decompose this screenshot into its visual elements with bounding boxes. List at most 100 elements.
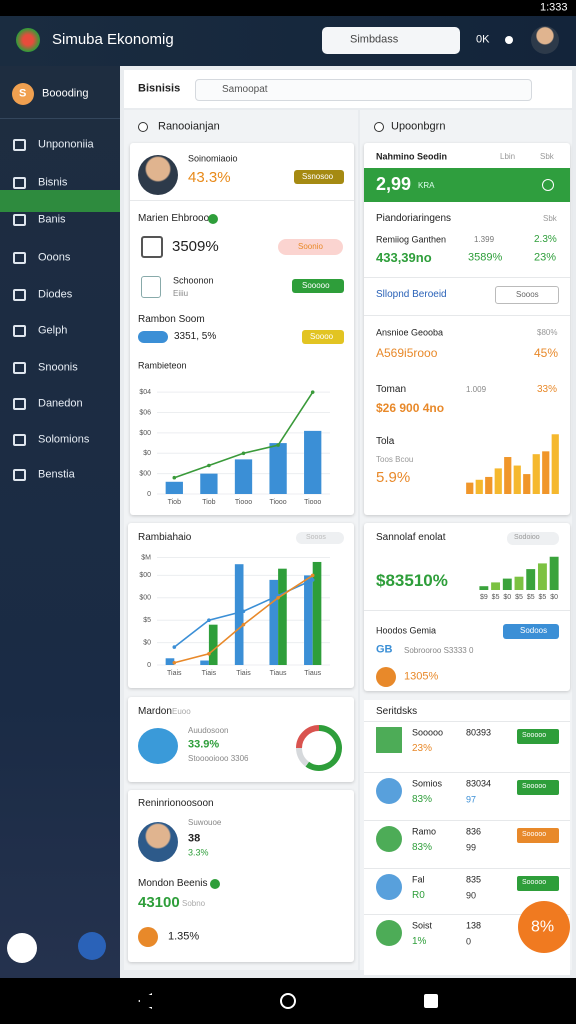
profile-name: Soinomiaoio <box>188 153 238 164</box>
nav-item[interactable]: Unpononiia <box>38 138 94 151</box>
people-unit: Sobno <box>182 899 206 909</box>
sidebar-badge-text: S <box>19 87 27 100</box>
goods-icon: GB <box>376 643 393 656</box>
nav-item[interactable]: Gelph <box>38 324 68 337</box>
outline-button[interactable] <box>495 286 559 304</box>
head-col: Lbin <box>500 152 516 162</box>
button-text[interactable]: Sooooo <box>522 878 547 886</box>
main-search[interactable] <box>195 79 532 101</box>
panel-icon <box>374 122 384 132</box>
section-tag: Sbk <box>543 214 557 224</box>
row-button[interactable] <box>517 828 559 843</box>
summary-image <box>138 728 178 764</box>
fab[interactable] <box>518 901 570 953</box>
verified-name: Marien Ehbrooo <box>138 213 210 224</box>
nav-item[interactable]: Snoonis <box>38 361 78 374</box>
nav-item[interactable]: Banis <box>38 213 66 226</box>
nav-item[interactable]: Ooons <box>38 251 71 264</box>
a-pct: $80% <box>537 328 558 338</box>
badge[interactable] <box>292 279 344 293</box>
card <box>364 143 570 515</box>
card <box>364 523 570 691</box>
a-pct2: 45% <box>534 345 559 360</box>
avatar <box>138 155 178 195</box>
range-label: Rambon Soom <box>138 314 205 325</box>
a-value: A569i5rooo <box>376 345 438 360</box>
section-label: Remiiog Ganthen <box>376 234 447 245</box>
divider <box>364 315 570 316</box>
row-image <box>376 920 402 946</box>
nav-icon <box>13 325 26 337</box>
back-button[interactable] <box>7 933 37 963</box>
section-pct2: 23% <box>534 251 557 264</box>
badge-text: Sooos <box>306 533 326 541</box>
nav-item[interactable]: Solomions <box>38 433 90 446</box>
b-num: 1.009 <box>466 385 487 395</box>
metric-value: 3509% <box>172 238 219 255</box>
nav-home[interactable] <box>280 993 296 1009</box>
card <box>130 143 354 515</box>
row-button[interactable] <box>517 729 559 744</box>
b-label: Toman <box>376 384 407 395</box>
main-search-input[interactable]: Samoopat <box>222 84 268 95</box>
nav-icon <box>13 252 26 264</box>
divider <box>0 118 120 119</box>
badge[interactable] <box>503 624 559 639</box>
button-text[interactable]: Sooooo <box>522 782 547 790</box>
sidebar <box>0 66 120 978</box>
active-indicator <box>0 190 120 212</box>
a-label: Ansnioe Geooba <box>376 327 444 338</box>
link-label[interactable]: Sllopnd Beroeid <box>376 289 447 300</box>
row-button[interactable] <box>517 876 559 891</box>
row-value: 138 <box>466 920 482 931</box>
row-label: Somios <box>412 778 443 789</box>
head-unit: KRA <box>418 181 435 191</box>
nav-recent[interactable] <box>424 994 438 1008</box>
row-sub: 1% <box>412 936 427 947</box>
badge-text[interactable]: Sooooo <box>302 281 330 291</box>
item-sub: Eiiiu <box>173 289 189 299</box>
button-text[interactable]: Sooooo <box>522 830 547 838</box>
badge-text[interactable]: Sodoos <box>520 626 548 636</box>
button-text[interactable]: Sooos <box>516 290 539 300</box>
row-button[interactable] <box>517 780 559 795</box>
divider <box>130 200 354 201</box>
people-change: 1.35% <box>168 930 200 943</box>
row-value: 835 <box>466 874 482 885</box>
list-title: Seritdsks <box>376 706 418 717</box>
fab-label[interactable]: 8% <box>531 918 555 936</box>
nav-item[interactable]: Benstia <box>38 468 75 481</box>
section-title: Piandoriaringens <box>376 213 452 224</box>
button-text[interactable]: Sooooo <box>522 731 547 739</box>
search-input[interactable]: Simbdass <box>350 33 399 46</box>
nav-item[interactable]: Diodes <box>38 288 73 301</box>
c-sub: Toos Bcou <box>376 455 414 465</box>
nav-icon <box>13 398 26 410</box>
summary-sub: Euoo <box>172 707 191 717</box>
profile-value: 43.3% <box>188 169 231 186</box>
section-num: 1.399 <box>474 235 495 245</box>
panel-title: Ranooianjan <box>158 120 220 133</box>
row-label: Fal <box>412 874 425 885</box>
badge-text: Soooo <box>310 332 334 342</box>
row-image <box>376 826 402 852</box>
status-bar <box>0 0 576 16</box>
search-box[interactable] <box>322 27 460 54</box>
panel-title: Upoonbgrn <box>391 120 446 133</box>
row-label: Ramo <box>412 826 437 837</box>
card <box>128 790 354 962</box>
goods-title: Hoodos Gemia <box>376 625 437 636</box>
head-icon <box>542 179 554 191</box>
help-button[interactable] <box>78 932 106 960</box>
nav-item[interactable]: Danedon <box>38 397 83 410</box>
user-label[interactable]: 0K <box>476 33 490 46</box>
people-subtitle: Mondon Beenis <box>138 878 208 889</box>
chart-title: Rambieteon <box>138 360 187 371</box>
status-time: 1:333 <box>540 1 568 14</box>
section-value: 433,39no <box>376 250 432 266</box>
nav-item[interactable]: Bisnis <box>38 176 68 189</box>
goods-circle <box>376 667 396 687</box>
row-value2: 99 <box>466 842 477 853</box>
row-value: 83034 <box>466 778 492 789</box>
